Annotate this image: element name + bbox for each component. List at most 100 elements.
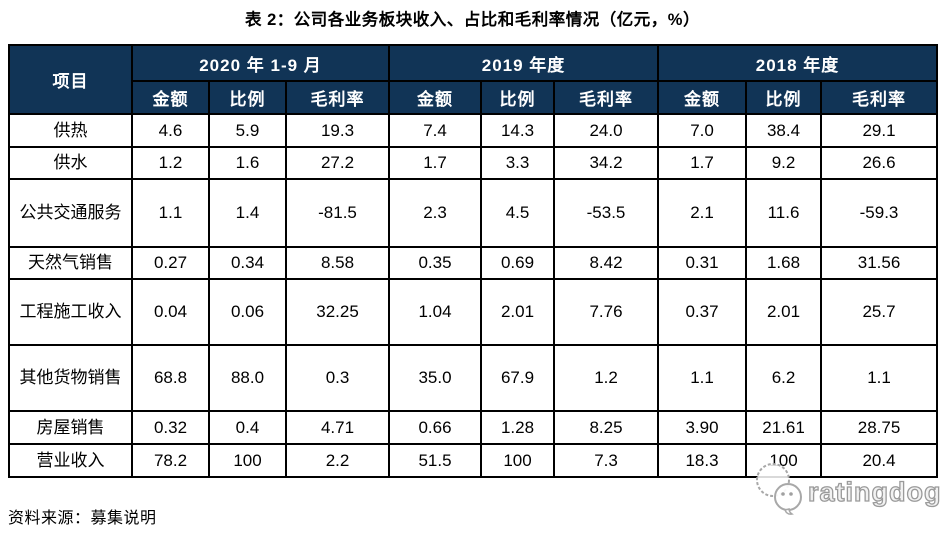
value-cell: 2.2 — [284, 443, 391, 478]
value-cell: 1.6 — [208, 146, 287, 180]
value-cell: 0.4 — [208, 410, 287, 445]
subheader-margin: 毛利率 — [553, 80, 660, 115]
row-label: 天然气销售 — [8, 246, 133, 280]
source-note: 资料来源：募集说明 — [8, 510, 157, 527]
value-cell: 68.8 — [131, 344, 210, 412]
header-row-periods: 项目 2020 年 1-9 月 2019 年度 2018 年度 — [8, 44, 939, 115]
value-cell: 4.6 — [131, 113, 210, 148]
value-cell: 6.2 — [745, 344, 823, 412]
table-row: 天然气销售 0.27 0.34 8.58 0.35 0.69 8.42 0.31 1.68 31.… — [8, 246, 939, 280]
value-cell: 2.3 — [388, 178, 483, 248]
value-cell: 0.27 — [131, 246, 210, 280]
value-cell: 1.2 — [131, 146, 210, 180]
value-cell: 21.61 — [745, 410, 823, 445]
corner-header-cell: 项目 — [8, 44, 133, 115]
table-row: 公共交通服务 1.1 1.4 -81.5 2.3 4.5 -53.5 2.1 11.6 -59.3 — [8, 178, 939, 248]
value-cell: 35.0 — [388, 344, 483, 412]
row-label: 其他货物销售 — [8, 344, 133, 412]
header-row-metrics: 金额 比例 毛利率 金额 比例 毛利率 金额 比例 毛利率 — [9, 80, 939, 115]
value-cell: 100 — [745, 443, 823, 478]
table-body: 供热 4.6 5.9 19.3 7.4 14.3 24.0 7.0 38.4 29.1 供水 1.2 1… — [8, 113, 939, 478]
value-cell: 18.3 — [657, 443, 748, 478]
table-title: 表 2：公司各业务板块收入、占比和毛利率情况（亿元，%） — [245, 11, 700, 29]
period-header-2018: 2018 年度 — [657, 44, 939, 82]
value-cell: 67.9 — [480, 344, 556, 412]
value-cell: 3.90 — [657, 410, 748, 445]
value-cell: 0.37 — [657, 278, 748, 346]
value-cell: 11.6 — [745, 178, 823, 248]
watermark-text: ratingdog — [807, 476, 942, 507]
value-cell: 0.32 — [131, 410, 210, 445]
row-label: 供水 — [8, 146, 133, 180]
value-cell: 1.1 — [820, 344, 939, 412]
value-cell: 7.4 — [388, 113, 483, 148]
value-cell: 1.28 — [480, 410, 556, 445]
value-cell: 4.5 — [480, 178, 556, 248]
value-cell: 0.66 — [388, 410, 483, 445]
subheader-margin: 毛利率 — [284, 80, 391, 115]
subheader-ratio: 比例 — [208, 80, 287, 115]
table-row: 营业收入 78.2 100 2.2 51.5 100 7.3 18.3 100 20.4 — [8, 443, 939, 478]
value-cell: 28.75 — [820, 410, 939, 445]
value-cell: 14.3 — [480, 113, 556, 148]
value-cell: 2.01 — [480, 278, 556, 346]
value-cell: 24.0 — [553, 113, 660, 148]
value-cell: 1.1 — [657, 344, 748, 412]
value-cell: 1.04 — [388, 278, 483, 346]
value-cell: 38.4 — [745, 113, 823, 148]
table-header: 项目 2020 年 1-9 月 2019 年度 2018 年度 金额 比例 毛利… — [8, 44, 939, 115]
row-label: 供热 — [8, 113, 133, 148]
value-cell: 51.5 — [388, 443, 483, 478]
value-cell: 0.35 — [388, 246, 483, 280]
value-cell: 26.6 — [820, 146, 939, 180]
value-cell: 0.31 — [657, 246, 748, 280]
subheader-ratio: 比例 — [745, 80, 823, 115]
period-header-2019: 2019 年度 — [388, 44, 660, 82]
value-cell: 19.3 — [284, 113, 391, 148]
value-cell: -59.3 — [820, 178, 939, 248]
value-cell: 20.4 — [820, 443, 939, 478]
value-cell: 7.3 — [553, 443, 660, 478]
value-cell: 4.71 — [284, 410, 391, 445]
value-cell: 7.76 — [553, 278, 660, 346]
value-cell: 1.68 — [745, 246, 823, 280]
subheader-ratio: 比例 — [480, 80, 556, 115]
value-cell: 1.1 — [131, 178, 210, 248]
value-cell: 27.2 — [284, 146, 391, 180]
row-label: 营业收入 — [8, 443, 133, 478]
value-cell: 25.7 — [820, 278, 939, 346]
subheader-amount: 金额 — [657, 80, 748, 115]
table-row: 供水 1.2 1.6 27.2 1.7 3.3 34.2 1.7 9.2 26.6 — [8, 146, 939, 180]
value-cell: 1.4 — [208, 178, 287, 248]
value-cell: 31.56 — [820, 246, 939, 280]
value-cell: 32.25 — [284, 278, 391, 346]
table-row: 工程施工收入 0.04 0.06 32.25 1.04 2.01 7.76 0.37 2.01 2… — [8, 278, 939, 346]
business-segments-table: 项目 2020 年 1-9 月 2019 年度 2018 年度 金额 比例 毛利… — [8, 44, 939, 478]
table-row: 供热 4.6 5.9 19.3 7.4 14.3 24.0 7.0 38.4 29.1 — [8, 113, 939, 148]
table-row: 房屋销售 0.32 0.4 4.71 0.66 1.28 8.25 3.90 21.61 28.7… — [8, 410, 939, 445]
value-cell: 3.3 — [480, 146, 556, 180]
value-cell: 34.2 — [553, 146, 660, 180]
value-cell: 5.9 — [208, 113, 287, 148]
subheader-margin: 毛利率 — [820, 80, 939, 115]
value-cell: 100 — [208, 443, 287, 478]
value-cell: -81.5 — [284, 178, 391, 248]
value-cell: 1.7 — [657, 146, 748, 180]
value-cell: 9.2 — [745, 146, 823, 180]
value-cell: -53.5 — [553, 178, 660, 248]
value-cell: 8.42 — [553, 246, 660, 280]
value-cell: 2.1 — [657, 178, 748, 248]
value-cell: 0.34 — [208, 246, 287, 280]
subheader-amount: 金额 — [388, 80, 483, 115]
value-cell: 0.3 — [284, 344, 391, 412]
value-cell: 78.2 — [131, 443, 210, 478]
value-cell: 1.2 — [553, 344, 660, 412]
value-cell: 0.04 — [131, 278, 210, 346]
value-cell: 88.0 — [208, 344, 287, 412]
value-cell: 8.58 — [284, 246, 391, 280]
value-cell: 29.1 — [820, 113, 939, 148]
value-cell: 100 — [480, 443, 556, 478]
period-header-2020: 2020 年 1-9 月 — [130, 44, 391, 82]
value-cell: 0.69 — [480, 246, 556, 280]
table-row: 其他货物销售 68.8 88.0 0.3 35.0 67.9 1.2 1.1 6.2 1.1 — [8, 344, 939, 412]
